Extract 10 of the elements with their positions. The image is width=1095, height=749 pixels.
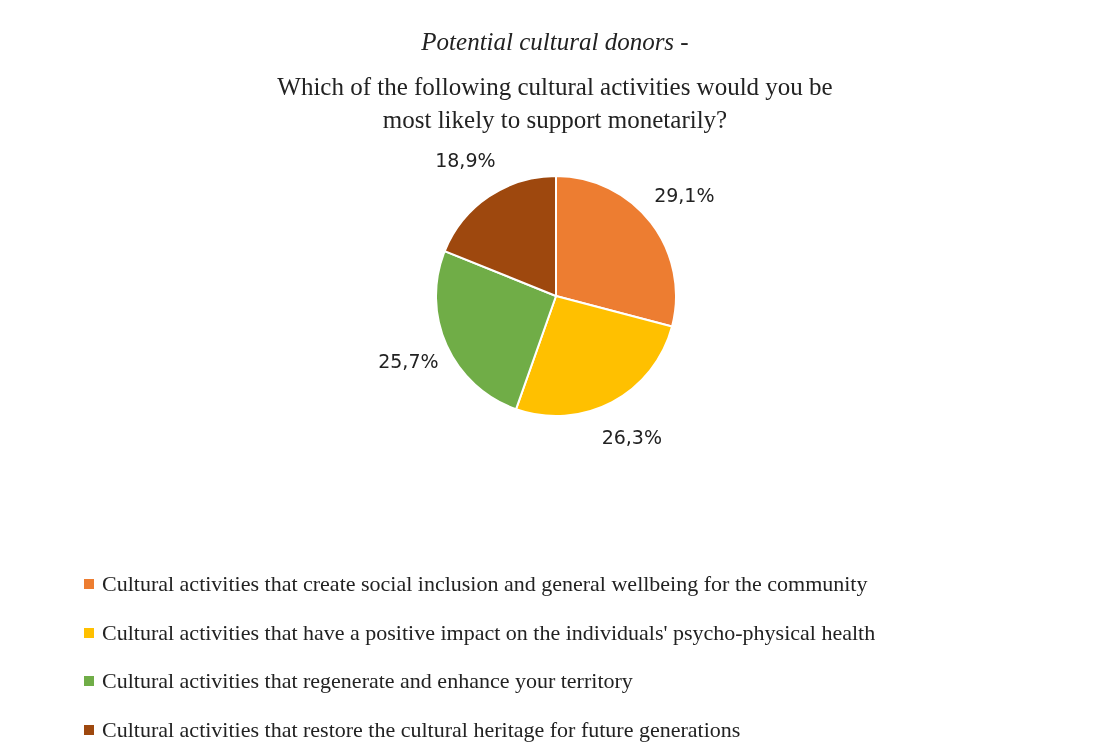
chart-subtitle: Which of the following cultural activities would you be most likely to support monetarily? <box>276 72 834 135</box>
legend-label: Cultural activities that create social inclusion and general wellbeing for the community <box>102 571 868 598</box>
legend-label: Cultural activities that restore the cultural heritage for future generations <box>102 716 741 743</box>
chart-title: Potential cultural donors - <box>420 28 690 56</box>
data-label: 29,1% <box>654 184 715 207</box>
data-label: 25,7% <box>378 349 439 372</box>
data-label: 18,9% <box>435 148 496 171</box>
legend-label: Cultural activities that regenerate and enhance your territory <box>102 668 633 695</box>
legend-label: Cultural activities that have a positive impact on the individuals' psycho-physical health <box>102 619 876 646</box>
data-label: 26,3% <box>601 426 662 449</box>
